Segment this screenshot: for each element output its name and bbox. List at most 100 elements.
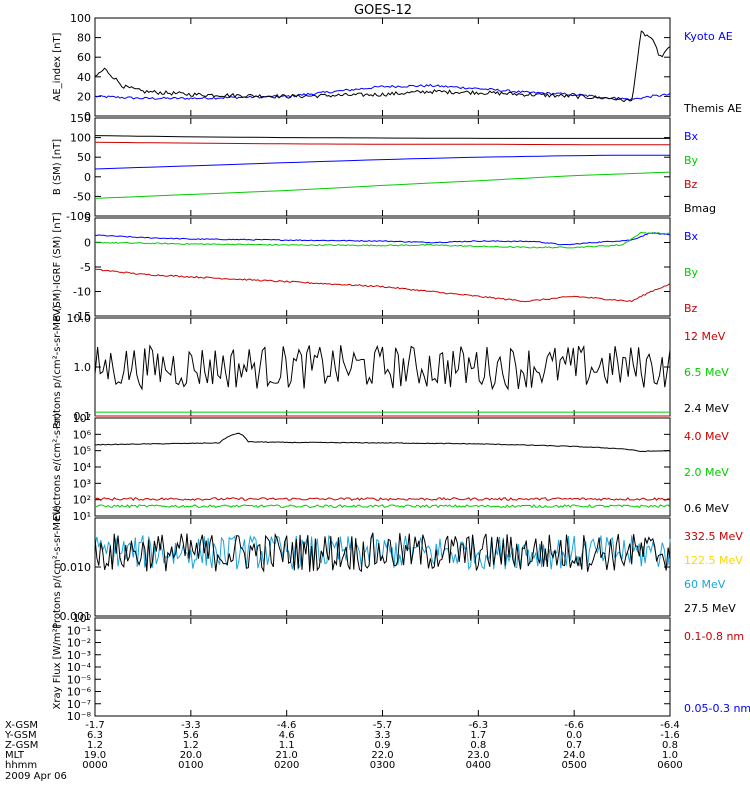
y-tick-label: 10¹ <box>73 510 91 523</box>
y-tick-label: -10 <box>73 286 91 299</box>
ephemeris-value: 0400 <box>466 760 491 771</box>
y-tick-label: 10⁻¹ <box>67 624 91 637</box>
ephemeris-value: -4.6 <box>277 720 297 731</box>
y-axis-label: B (SM) [nT] <box>52 139 63 195</box>
y-tick-label: 10⁻⁸ <box>67 710 92 723</box>
y-axis-label: Protons p/(cm²-s-sr-MeV) <box>52 505 63 629</box>
ephemeris-value: 20.0 <box>180 750 202 761</box>
ephemeris-value: -5.7 <box>373 720 393 731</box>
ephemeris-value: 5.6 <box>183 730 199 741</box>
panels: 0 20 40 60 80 100 AE_index [nT] Kyoto AE Themis … <box>52 12 750 723</box>
y-tick-label: 0.001 <box>60 610 92 623</box>
ephemeris-value: 1.7 <box>470 730 486 741</box>
y-tick-label: 1.0 <box>74 361 92 374</box>
y-tick-label: 10⁻⁵ <box>67 673 91 686</box>
legend-label: 2.0 MeV <box>684 466 729 479</box>
y-tick-label: 10⁵ <box>73 445 91 458</box>
series-line <box>94 496 671 501</box>
y-tick-label: 20 <box>77 90 91 103</box>
y-tick-label: 0 <box>84 237 91 250</box>
y-tick-label: 100 <box>70 12 91 25</box>
y-tick-label: 10⁻⁴ <box>67 661 92 674</box>
panel-5: 10⁷ 10⁶ 10⁵ 10⁴ 10³ 10² 10¹ Electrons e/(cm²-s-… <box>52 412 729 523</box>
y-tick-label: 10² <box>73 494 91 507</box>
ephemeris-value: 0.9 <box>375 740 391 751</box>
legend-label: 12 MeV <box>684 330 726 343</box>
ephemeris-value: 0100 <box>178 760 203 771</box>
ephemeris-value: 1.1 <box>279 740 295 751</box>
legend-label: Bx <box>684 230 699 243</box>
ephemeris-value: 0000 <box>82 760 107 771</box>
ephemeris-value: -6.3 <box>469 720 489 731</box>
legend-label: Themis AE <box>683 102 742 115</box>
ephemeris-value: 0600 <box>657 760 682 771</box>
legend-label: Kyoto AE <box>684 30 733 43</box>
ephemeris-row-label: hhmm <box>5 760 37 771</box>
panel-3: 5 0 -5 -10 -15 B (SM)-IGRF (SM) [nT] Bx By Bz <box>52 212 699 323</box>
series-line <box>94 232 671 246</box>
y-tick-label: 10⁻³ <box>67 649 91 662</box>
ephemeris-value: 22.0 <box>371 750 393 761</box>
series-line <box>94 154 670 170</box>
panel-frame <box>94 317 671 417</box>
ephemeris-value: 0200 <box>274 760 299 771</box>
y-tick-label: -50 <box>73 190 91 203</box>
ephemeris-value: 1.2 <box>87 740 103 751</box>
panel-1: 0 20 40 60 80 100 AE_index [nT] Kyoto AE Themis … <box>52 12 742 123</box>
legend-label: 0.1-0.8 nm <box>684 630 744 643</box>
ephemeris-row-label: Y-GSM <box>4 730 37 741</box>
y-tick-label: 0 <box>84 171 91 184</box>
ephemeris-row-label: MLT <box>5 750 25 761</box>
y-tick-label: 100 <box>70 132 91 145</box>
legend-label: 0.05-0.3 nm <box>684 702 750 715</box>
ephemeris-value: 19.0 <box>84 750 106 761</box>
panel-frame <box>94 117 671 217</box>
ephemeris-value: -1.7 <box>85 720 105 731</box>
date-label: 2009 Apr 06 <box>5 771 67 782</box>
legend-label: 6.5 MeV <box>684 366 729 379</box>
series-line <box>94 532 671 573</box>
panel-frame <box>94 417 671 517</box>
y-tick-label: 50 <box>77 151 91 164</box>
y-tick-label: 10⁻² <box>67 637 91 650</box>
y-tick-label: 10⁰ <box>73 612 92 625</box>
y-axis-label: Electrons e/(cm²-s-sr) <box>52 413 63 521</box>
y-tick-label: 80 <box>77 32 91 45</box>
panel-frame <box>94 617 671 717</box>
y-tick-label: -100 <box>66 210 91 223</box>
legend-label: Bz <box>684 178 698 191</box>
ephemeris-value: -1.6 <box>660 730 680 741</box>
y-tick-label: 10⁶ <box>73 428 92 441</box>
series-line <box>94 83 671 101</box>
ephemeris-value: 21.0 <box>276 750 298 761</box>
y-tick-label: 5 <box>84 212 91 225</box>
series-line <box>94 171 671 199</box>
y-tick-label: -15 <box>73 310 91 323</box>
y-axis-label: Protons p/(cm²-s-sr-MeV) <box>52 305 63 429</box>
y-tick-label: 10⁻⁶ <box>67 686 92 699</box>
legend-label: Bmag <box>684 202 716 215</box>
y-tick-label: 0.1 <box>74 410 92 423</box>
series-line <box>94 344 671 391</box>
ephemeris-value: 0.0 <box>566 730 582 741</box>
y-tick-label: 10⁷ <box>73 412 91 425</box>
ephemeris-value: 23.0 <box>467 750 489 761</box>
ephemeris-value: 1.2 <box>183 740 199 751</box>
panel-frame <box>94 517 671 617</box>
legend-label: 332.5 MeV <box>684 530 743 543</box>
panel-4: 10.0 1.0 0.1 Protons p/(cm²-s-sr-MeV) 12 MeV… <box>52 305 729 429</box>
series-line <box>94 504 671 509</box>
ephemeris-row-label: Z-GSM <box>5 740 38 751</box>
legend-label: By <box>684 154 699 167</box>
legend-label: 0.6 MeV <box>684 502 729 515</box>
legend-label: Bz <box>684 302 698 315</box>
series-line <box>94 231 671 249</box>
ephemeris-value: 24.0 <box>563 750 585 761</box>
y-tick-label: -5 <box>80 261 91 274</box>
ephemeris-value: 4.6 <box>279 730 295 741</box>
y-tick-label: 60 <box>77 51 91 64</box>
